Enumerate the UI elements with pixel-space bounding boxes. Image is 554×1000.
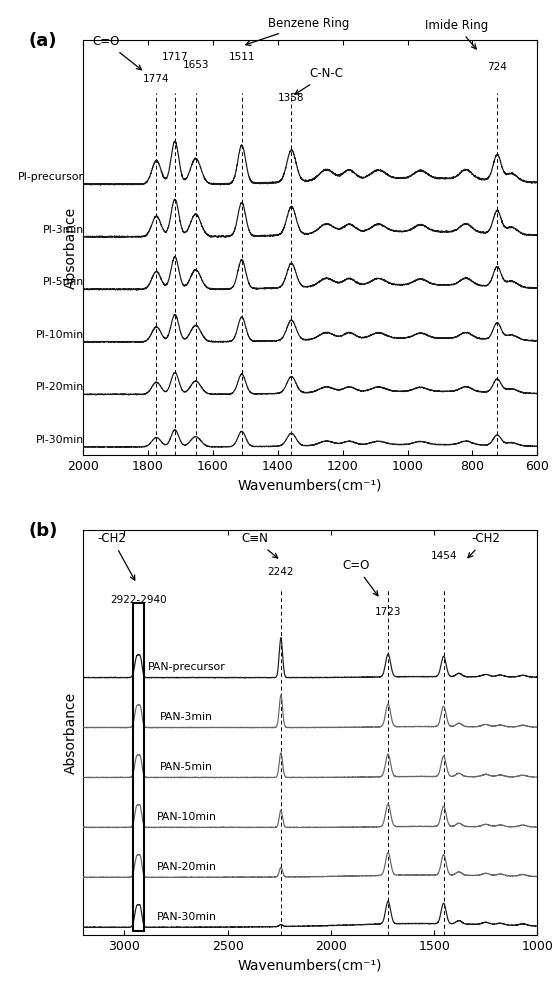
- Text: 1454: 1454: [430, 551, 457, 561]
- X-axis label: Wavenumbers(cm⁻¹): Wavenumbers(cm⁻¹): [238, 958, 382, 972]
- Text: C=O: C=O: [342, 559, 378, 596]
- Text: 1653: 1653: [182, 60, 209, 70]
- Text: PI-precursor: PI-precursor: [18, 172, 84, 182]
- Bar: [132, 603, 144, 931]
- Text: -CH2: -CH2: [98, 532, 135, 580]
- Text: Benzene Ring: Benzene Ring: [246, 17, 350, 45]
- Y-axis label: Absorbance: Absorbance: [64, 691, 78, 774]
- Text: PI-10min: PI-10min: [35, 330, 84, 340]
- Text: -CH2: -CH2: [468, 532, 500, 558]
- Text: C=O: C=O: [92, 35, 141, 70]
- Text: C≡N: C≡N: [241, 532, 278, 558]
- X-axis label: Wavenumbers(cm⁻¹): Wavenumbers(cm⁻¹): [238, 478, 382, 492]
- Y-axis label: Absorbance: Absorbance: [64, 206, 78, 289]
- Text: 1717: 1717: [162, 52, 188, 62]
- Text: 1511: 1511: [228, 52, 255, 62]
- Text: PAN-30min: PAN-30min: [156, 912, 216, 922]
- Text: 2242: 2242: [268, 567, 294, 577]
- Text: 1774: 1774: [143, 74, 170, 84]
- Text: C-N-C: C-N-C: [295, 67, 343, 94]
- Text: PAN-20min: PAN-20min: [156, 862, 216, 872]
- Text: Imide Ring: Imide Ring: [424, 19, 488, 49]
- Text: (b): (b): [29, 522, 58, 540]
- Text: PAN-precursor: PAN-precursor: [147, 662, 225, 672]
- Text: (a): (a): [29, 32, 57, 50]
- Text: PI-20min: PI-20min: [35, 382, 84, 392]
- Text: PAN-3min: PAN-3min: [160, 712, 213, 722]
- Text: PAN-10min: PAN-10min: [156, 812, 216, 822]
- Text: 1723: 1723: [375, 607, 401, 617]
- Text: PI-30min: PI-30min: [35, 435, 84, 445]
- Text: PI-5min: PI-5min: [43, 277, 84, 287]
- Text: 2922-2940: 2922-2940: [110, 595, 167, 605]
- Text: 724: 724: [487, 62, 507, 72]
- Text: PAN-5min: PAN-5min: [160, 762, 213, 772]
- Text: 1358: 1358: [278, 93, 305, 103]
- Text: PI-3min: PI-3min: [43, 225, 84, 235]
